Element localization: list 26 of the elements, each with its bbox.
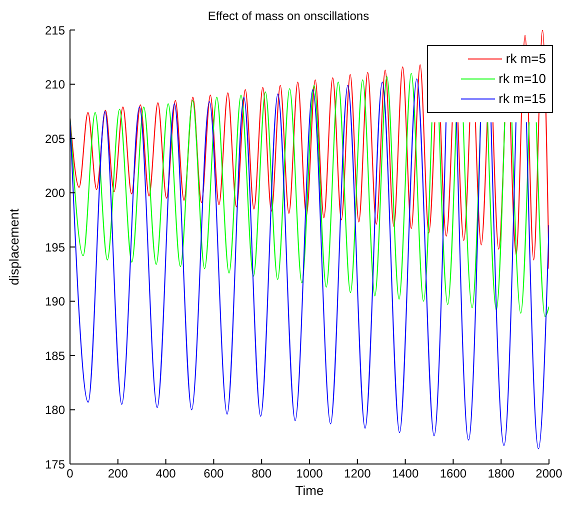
x-tick-label: 1600 bbox=[440, 466, 467, 481]
legend-label: rk m=15 bbox=[498, 90, 546, 108]
y-tick-label: 185 bbox=[44, 348, 66, 363]
x-tick-label: 1400 bbox=[392, 466, 419, 481]
y-tick-label: 190 bbox=[44, 294, 66, 309]
x-tick-label: 1000 bbox=[296, 466, 324, 481]
y-tick-label: 210 bbox=[44, 78, 66, 92]
x-tick-label: 2000 bbox=[536, 466, 563, 481]
x-tick-label: 200 bbox=[108, 466, 128, 481]
x-tick-label: 400 bbox=[156, 466, 176, 481]
y-tick-label: 195 bbox=[44, 240, 66, 254]
x-tick-label: 1200 bbox=[344, 466, 372, 481]
y-tick-label: 175 bbox=[44, 457, 66, 472]
x-tick-label: 0 bbox=[66, 466, 74, 481]
x-axis-title: Time bbox=[295, 483, 324, 498]
y-tick-label: 215 bbox=[44, 23, 66, 38]
legend-label: rk m=10 bbox=[498, 70, 546, 88]
x-tick-label: 1800 bbox=[488, 466, 515, 481]
chart-title: Effect of mass on onscillations bbox=[206, 8, 370, 24]
y-tick-label: 205 bbox=[44, 132, 66, 146]
y-axis-title: displacement bbox=[6, 208, 22, 286]
x-tick-label: 600 bbox=[204, 466, 224, 481]
y-tick-label: 180 bbox=[44, 403, 66, 418]
y-tick-label: 200 bbox=[44, 186, 66, 200]
x-tick-label: 800 bbox=[252, 466, 272, 481]
legend-label: rk m=5 bbox=[506, 50, 546, 68]
